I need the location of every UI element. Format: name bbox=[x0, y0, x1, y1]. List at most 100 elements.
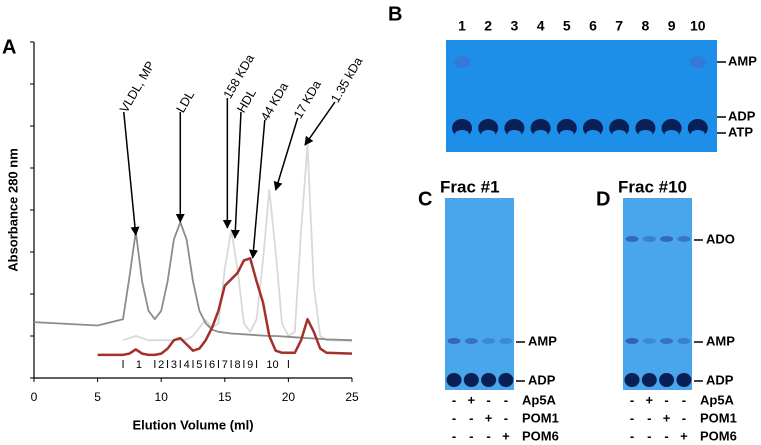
gel-band bbox=[659, 373, 675, 387]
condition-sign: - bbox=[486, 428, 490, 443]
band-label: AMP bbox=[728, 53, 757, 68]
fraction-label: 1 bbox=[136, 359, 142, 371]
x-axis-label: Elution Volume (ml) bbox=[132, 417, 253, 432]
lane-number: 1 bbox=[458, 18, 466, 34]
annotation-text: 17 KDa bbox=[291, 78, 324, 121]
gel-spot bbox=[464, 338, 478, 344]
lane-number: 6 bbox=[589, 18, 597, 34]
gel-band bbox=[481, 130, 496, 138]
fraction-label: 4 bbox=[184, 359, 190, 371]
fraction-label: 5 bbox=[196, 359, 202, 371]
lane-number: 8 bbox=[642, 18, 650, 34]
condition-name: Ap5A bbox=[522, 392, 557, 407]
annotation-text: 44 KDa bbox=[258, 80, 291, 123]
gel-image bbox=[445, 198, 514, 390]
gel-spot bbox=[625, 338, 639, 344]
gel-spot bbox=[642, 338, 656, 344]
panel-label: C bbox=[418, 188, 432, 210]
condition-sign: + bbox=[502, 428, 510, 443]
data-line bbox=[33, 221, 353, 342]
gel-band bbox=[676, 373, 692, 387]
data-line bbox=[97, 257, 353, 357]
panel-label: B bbox=[388, 3, 402, 25]
annotation-text: 1.35 kDa bbox=[328, 55, 365, 105]
condition-sign: + bbox=[485, 410, 493, 425]
gel-band bbox=[455, 130, 469, 138]
condition-sign: + bbox=[663, 410, 671, 425]
lane-number: 9 bbox=[668, 18, 676, 34]
gel-band bbox=[624, 373, 640, 387]
x-tick-label: 0 bbox=[31, 390, 38, 404]
annotation-text: LDL bbox=[174, 88, 198, 115]
condition-sign: - bbox=[630, 392, 634, 407]
lane-number: 7 bbox=[615, 18, 623, 34]
condition-name: POM1 bbox=[522, 410, 559, 425]
fraction-label: 3 bbox=[171, 359, 177, 371]
condition-sign: - bbox=[469, 428, 473, 443]
gel-band bbox=[481, 373, 497, 387]
condition-sign: - bbox=[504, 392, 508, 407]
gel-band bbox=[612, 130, 627, 138]
condition-sign: - bbox=[647, 410, 651, 425]
x-tick-label: 20 bbox=[282, 390, 296, 404]
annotation-arrow bbox=[304, 101, 336, 146]
condition-sign: + bbox=[680, 428, 688, 443]
gel-spot bbox=[677, 338, 691, 344]
gel-band bbox=[586, 130, 600, 138]
lane-number: 2 bbox=[484, 18, 492, 34]
band-label: ADO bbox=[706, 231, 735, 246]
condition-sign: - bbox=[452, 410, 456, 425]
gel-spot bbox=[660, 236, 674, 242]
condition-sign: + bbox=[468, 392, 476, 407]
condition-sign: - bbox=[682, 410, 686, 425]
gel-band bbox=[533, 130, 548, 138]
annotation-arrow bbox=[249, 119, 266, 259]
condition-sign: - bbox=[504, 410, 508, 425]
annotation-arrow bbox=[123, 111, 140, 236]
band-label: AMP bbox=[706, 333, 735, 348]
fraction-label: 7 bbox=[222, 359, 228, 371]
gel-spot bbox=[447, 338, 461, 344]
gel-spot bbox=[482, 338, 496, 344]
condition-sign: - bbox=[452, 392, 456, 407]
gel-band bbox=[507, 130, 522, 138]
gel-spot bbox=[499, 338, 513, 344]
gel-band bbox=[664, 130, 679, 138]
condition-sign: - bbox=[630, 410, 634, 425]
fraction-label: 8 bbox=[234, 359, 240, 371]
data-line bbox=[122, 144, 353, 342]
band-label: ADP bbox=[706, 372, 734, 387]
gel-band bbox=[446, 373, 462, 387]
gel-spot bbox=[660, 338, 674, 344]
band-label: AMP bbox=[528, 333, 557, 348]
annotation-arrow bbox=[273, 117, 299, 191]
x-tick-label: 10 bbox=[155, 390, 169, 404]
condition-sign: - bbox=[664, 428, 668, 443]
lane-number: 3 bbox=[511, 18, 519, 34]
condition-sign: - bbox=[469, 410, 473, 425]
band-label: ADP bbox=[728, 108, 756, 123]
band-label: ATP bbox=[728, 124, 753, 139]
gel-band bbox=[641, 373, 657, 387]
x-tick-label: 15 bbox=[218, 390, 232, 404]
condition-sign: - bbox=[630, 428, 634, 443]
condition-sign: - bbox=[647, 428, 651, 443]
gel-spot bbox=[625, 236, 639, 242]
condition-sign: - bbox=[486, 392, 490, 407]
gel-band bbox=[690, 130, 705, 138]
panel-label: A bbox=[2, 36, 16, 58]
gel-band bbox=[463, 373, 479, 387]
condition-name: Ap5A bbox=[700, 392, 735, 407]
gel-spot bbox=[677, 236, 691, 242]
y-axis-label: Absorbance 280 nm bbox=[5, 148, 20, 272]
condition-sign: - bbox=[664, 392, 668, 407]
condition-sign: - bbox=[452, 428, 456, 443]
panel-title: Frac #10 bbox=[618, 177, 687, 196]
lane-number: 10 bbox=[690, 18, 706, 34]
gel-spot bbox=[689, 56, 706, 68]
fraction-label: 9 bbox=[247, 359, 253, 371]
condition-name: POM6 bbox=[522, 428, 559, 443]
fraction-label: 6 bbox=[209, 359, 215, 371]
condition-sign: - bbox=[682, 392, 686, 407]
